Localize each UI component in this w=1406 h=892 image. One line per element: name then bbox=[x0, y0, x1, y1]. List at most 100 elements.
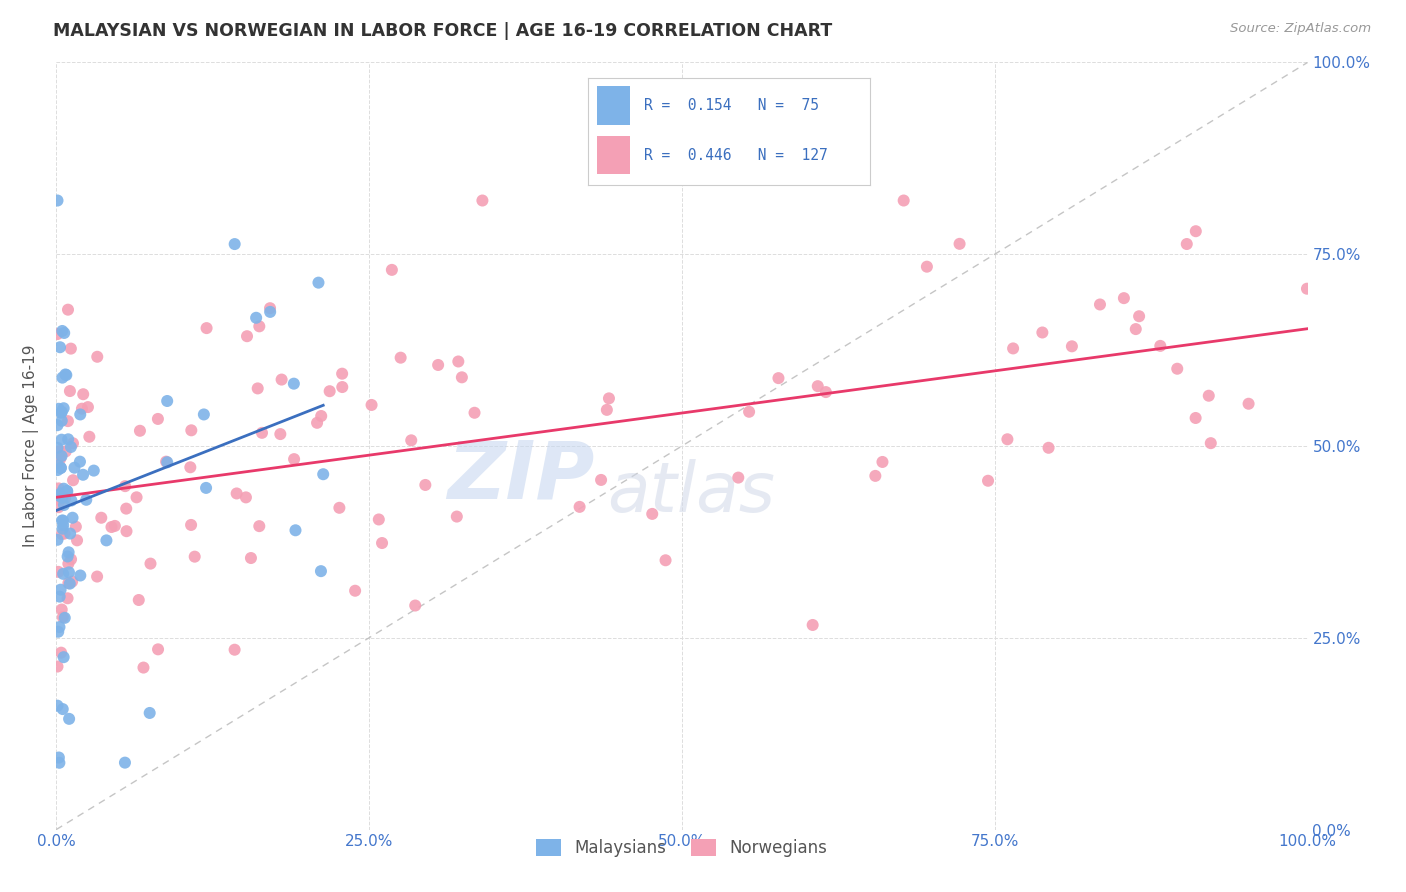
Point bbox=[129, 424, 152, 438]
Point bbox=[284, 523, 307, 537]
Point bbox=[46, 491, 69, 505]
Point bbox=[58, 545, 80, 559]
Point bbox=[58, 712, 80, 726]
Point bbox=[471, 194, 494, 208]
Point bbox=[1128, 310, 1150, 324]
Point bbox=[807, 379, 830, 393]
Point bbox=[52, 401, 75, 416]
Point bbox=[52, 566, 75, 581]
Point bbox=[79, 430, 101, 444]
Point bbox=[224, 237, 246, 252]
Point bbox=[48, 590, 70, 604]
Point bbox=[63, 460, 86, 475]
Point bbox=[115, 524, 138, 538]
Point bbox=[427, 358, 450, 372]
Point bbox=[52, 610, 75, 624]
Point bbox=[451, 370, 474, 384]
Point bbox=[183, 549, 205, 564]
Point bbox=[48, 482, 70, 496]
Point bbox=[53, 498, 76, 512]
Point bbox=[309, 564, 332, 578]
Point bbox=[62, 473, 84, 487]
Point bbox=[60, 493, 83, 508]
Point bbox=[46, 326, 69, 341]
Point bbox=[51, 491, 73, 505]
Point bbox=[1149, 339, 1171, 353]
Point bbox=[1184, 411, 1206, 425]
Point bbox=[53, 526, 76, 541]
Point bbox=[58, 557, 80, 571]
Point bbox=[56, 302, 79, 317]
Point bbox=[146, 412, 169, 426]
Point bbox=[977, 474, 1000, 488]
Point bbox=[69, 568, 91, 582]
Point bbox=[49, 451, 72, 466]
Point bbox=[259, 301, 281, 316]
Point bbox=[48, 500, 70, 515]
Point bbox=[138, 706, 160, 720]
Point bbox=[114, 479, 136, 493]
Point bbox=[51, 370, 73, 384]
Point bbox=[269, 427, 291, 442]
Point bbox=[56, 484, 79, 499]
Point bbox=[330, 367, 353, 381]
Point bbox=[1237, 397, 1260, 411]
Point bbox=[62, 510, 84, 524]
Point bbox=[893, 194, 915, 208]
Point bbox=[224, 642, 246, 657]
Point bbox=[49, 340, 72, 354]
Point bbox=[463, 406, 485, 420]
Point bbox=[132, 660, 155, 674]
Point bbox=[307, 416, 329, 430]
Point bbox=[46, 698, 69, 713]
Point bbox=[915, 260, 938, 274]
Point bbox=[46, 194, 69, 208]
Point bbox=[48, 620, 70, 634]
Point bbox=[51, 405, 73, 419]
Text: ZIP: ZIP bbox=[447, 438, 595, 516]
Point bbox=[318, 384, 340, 399]
Point bbox=[344, 583, 367, 598]
Point bbox=[997, 432, 1019, 446]
Point bbox=[56, 591, 79, 606]
Point bbox=[55, 444, 77, 458]
Point bbox=[46, 624, 69, 639]
Point bbox=[283, 452, 305, 467]
Text: Source: ZipAtlas.com: Source: ZipAtlas.com bbox=[1230, 22, 1371, 36]
Point bbox=[52, 650, 75, 665]
Point bbox=[312, 467, 335, 482]
Point bbox=[1060, 339, 1083, 353]
Point bbox=[90, 510, 112, 524]
Point bbox=[77, 400, 100, 414]
Point bbox=[250, 425, 273, 440]
Point bbox=[247, 319, 270, 334]
Point bbox=[727, 470, 749, 484]
Point bbox=[948, 236, 970, 251]
Point bbox=[309, 409, 332, 423]
Point bbox=[52, 518, 75, 533]
Point bbox=[1166, 361, 1188, 376]
Point bbox=[69, 455, 91, 469]
Point bbox=[568, 500, 591, 514]
Point bbox=[236, 329, 259, 343]
Point bbox=[49, 460, 72, 475]
Text: MALAYSIAN VS NORWEGIAN IN LABOR FORCE | AGE 16-19 CORRELATION CHART: MALAYSIAN VS NORWEGIAN IN LABOR FORCE | … bbox=[53, 22, 832, 40]
Point bbox=[51, 522, 73, 536]
Point bbox=[53, 491, 76, 506]
Point bbox=[52, 514, 75, 528]
Legend: Malaysians, Norwegians: Malaysians, Norwegians bbox=[530, 832, 834, 863]
Point bbox=[51, 414, 73, 428]
Point bbox=[49, 646, 72, 660]
Text: atlas: atlas bbox=[607, 458, 775, 525]
Point bbox=[46, 456, 69, 470]
Point bbox=[86, 569, 108, 583]
Point bbox=[48, 756, 70, 770]
Point bbox=[49, 461, 72, 475]
Point bbox=[330, 380, 353, 394]
Point bbox=[1125, 322, 1147, 336]
Point bbox=[389, 351, 412, 365]
Point bbox=[1184, 224, 1206, 238]
Point bbox=[179, 460, 201, 475]
Point bbox=[72, 467, 94, 482]
Point bbox=[371, 536, 394, 550]
